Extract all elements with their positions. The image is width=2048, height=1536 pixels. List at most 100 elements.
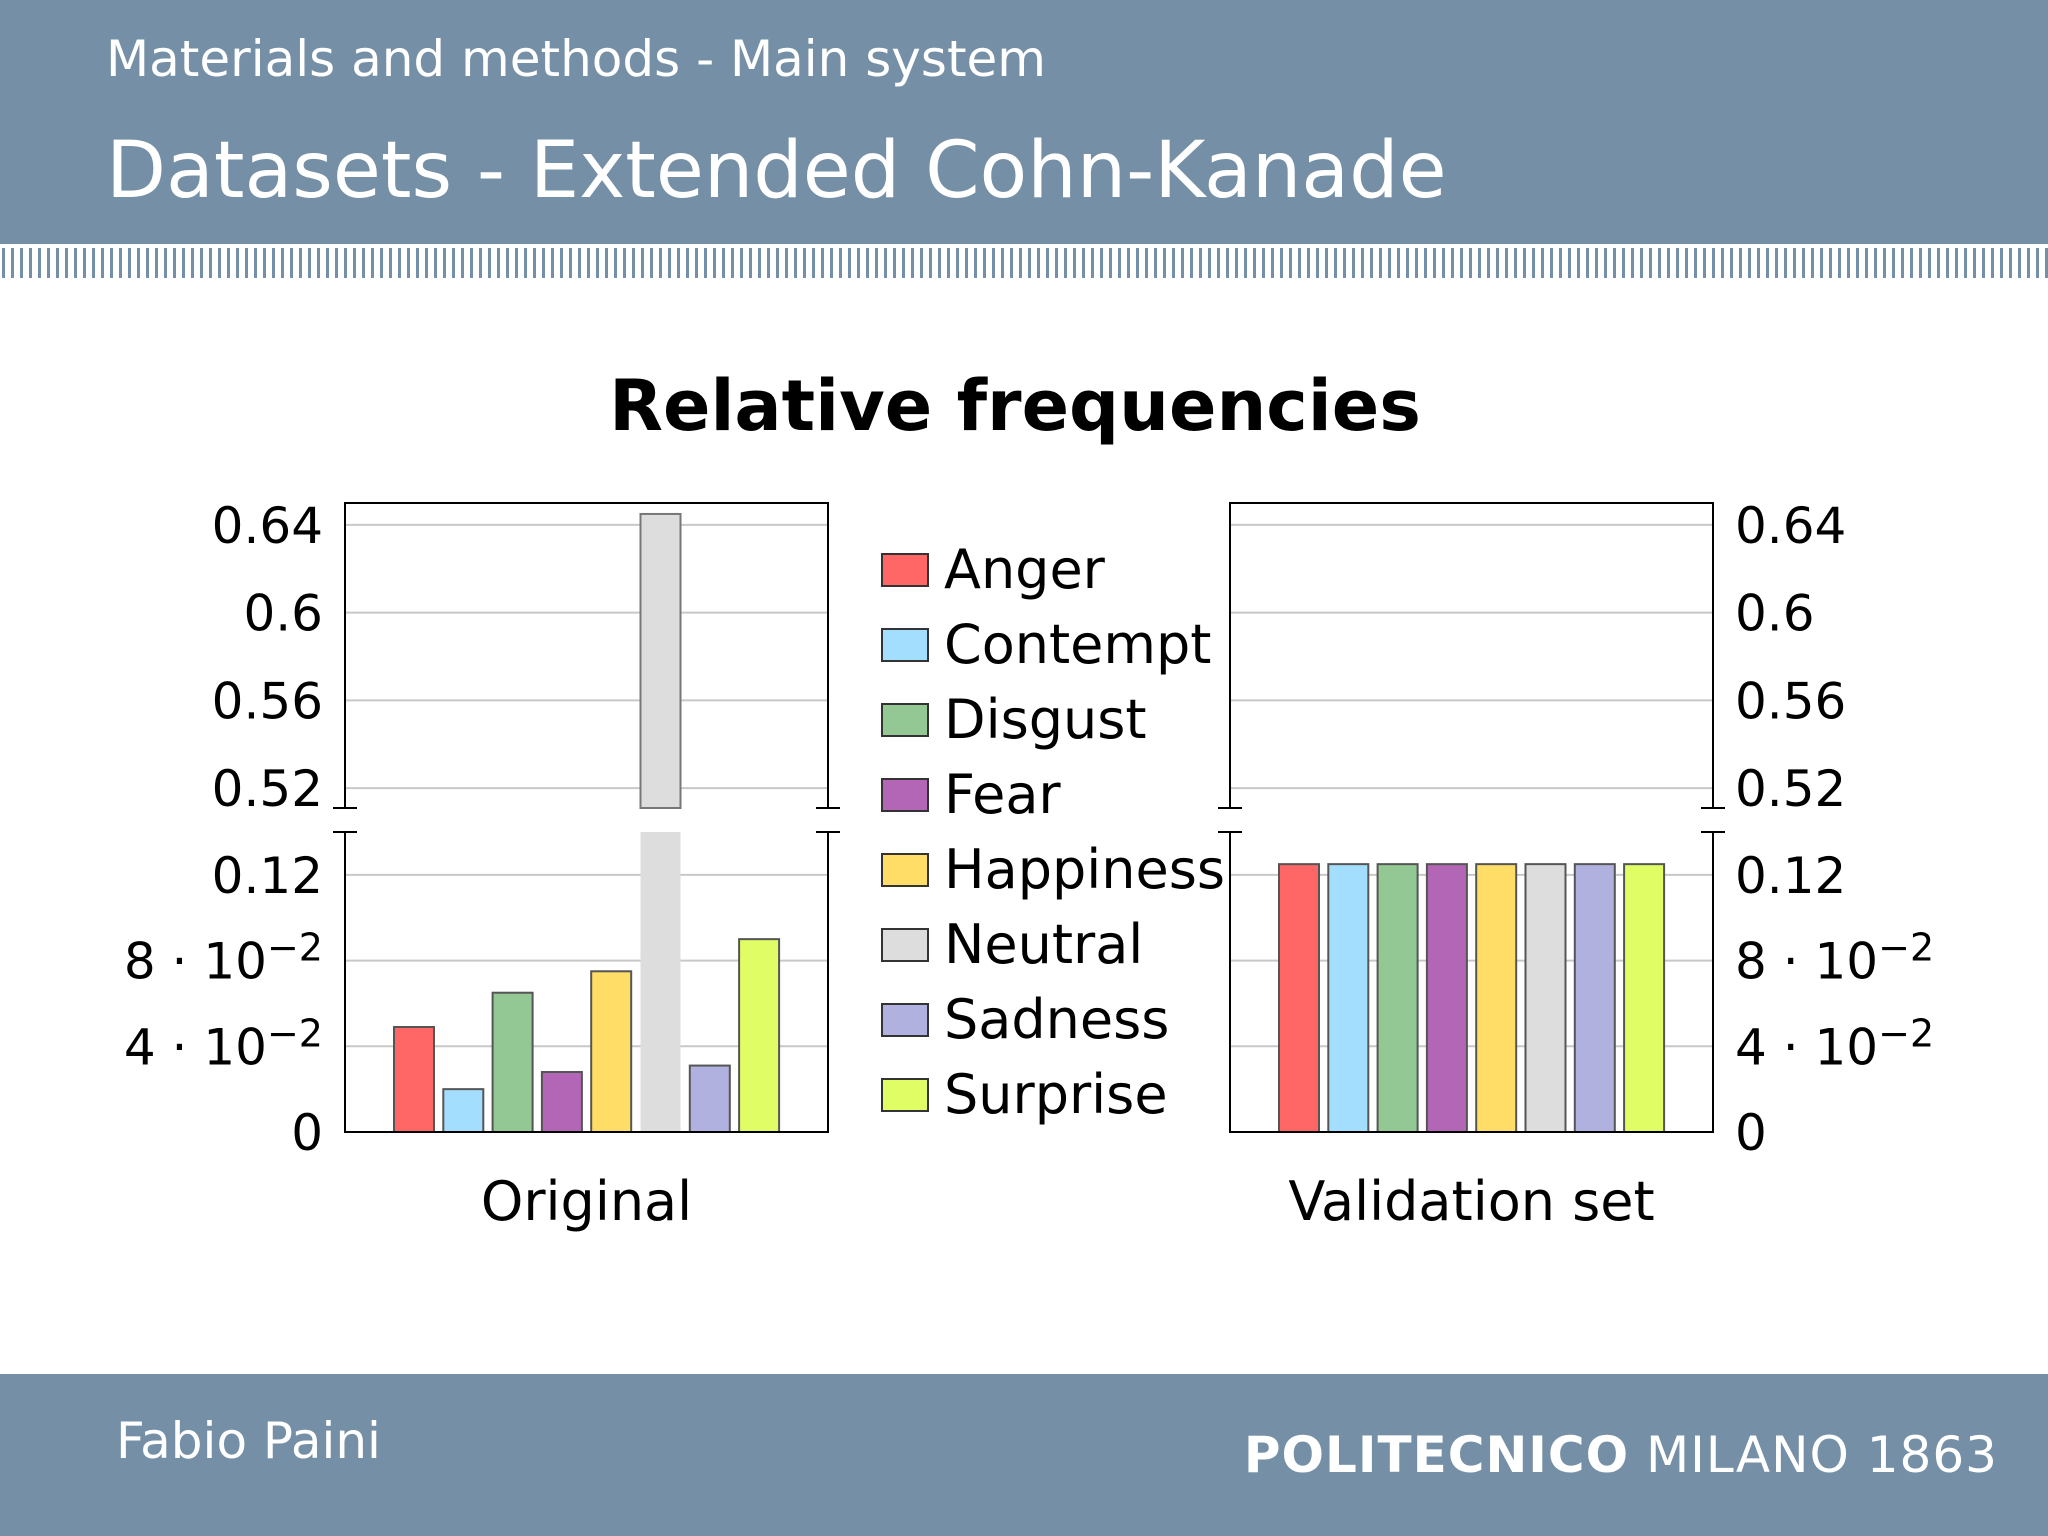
ruler-tick	[38, 248, 41, 278]
ruler-tick	[1784, 248, 1787, 278]
ruler-tick	[614, 248, 617, 278]
legend-swatch-contempt	[881, 628, 929, 662]
ruler-tick	[587, 248, 590, 278]
ruler-tick	[308, 248, 311, 278]
ruler-tick	[1568, 248, 1571, 278]
ruler-tick	[659, 248, 662, 278]
ruler-tick	[200, 248, 203, 278]
ruler-tick	[713, 248, 716, 278]
ruler-tick	[857, 248, 860, 278]
ruler-tick	[1532, 248, 1535, 278]
ruler-tick	[1730, 248, 1733, 278]
ruler-tick	[101, 248, 104, 278]
ruler-tick	[866, 248, 869, 278]
ruler-tick	[1847, 248, 1850, 278]
ruler-tick	[1505, 248, 1508, 278]
ruler-tick	[938, 248, 941, 278]
ruler-tick	[902, 248, 905, 278]
ruler-tick	[740, 248, 743, 278]
ruler-tick	[416, 248, 419, 278]
ruler-tick	[1451, 248, 1454, 278]
ruler-tick	[920, 248, 923, 278]
bar-happiness-validation-set	[1475, 863, 1518, 1134]
legend-label-neutral: Neutral	[944, 913, 1143, 976]
x-axis-label: Validation set	[1288, 1170, 1654, 1233]
ruler-tick	[1208, 248, 1211, 278]
ruler-tick	[1604, 248, 1607, 278]
ruler-tick	[1658, 248, 1661, 278]
ruler-tick	[785, 248, 788, 278]
legend-swatch-happiness	[881, 853, 929, 887]
ruler-tick	[1217, 248, 1220, 278]
ruler-tick	[2, 248, 5, 278]
legend: Anger Contempt Disgust Fear Happiness Neutral…	[881, 538, 1225, 1126]
ruler-tick	[1253, 248, 1256, 278]
ruler-tick	[776, 248, 779, 278]
ruler-tick	[254, 248, 257, 278]
ruler-tick	[956, 248, 959, 278]
slide-title: Datasets - Extended Cohn-Kanade	[106, 126, 1447, 216]
legend-swatch-fear	[881, 778, 929, 812]
ruler-tick	[335, 248, 338, 278]
ruler-tick	[1325, 248, 1328, 278]
ruler-tick	[1379, 248, 1382, 278]
ruler-tick	[362, 248, 365, 278]
ruler-tick	[515, 248, 518, 278]
legend-swatch-neutral	[881, 928, 929, 962]
ruler-tick	[1946, 248, 1949, 278]
ruler-tick	[1910, 248, 1913, 278]
ruler-tick	[1343, 248, 1346, 278]
author-name: Fabio Paini	[116, 1412, 381, 1470]
lower-frame	[1229, 832, 1714, 1133]
ruler-tick	[1721, 248, 1724, 278]
ruler-tick	[1055, 248, 1058, 278]
ruler-tick	[686, 248, 689, 278]
ruler-tick	[1388, 248, 1391, 278]
ruler-tick	[65, 248, 68, 278]
ruler-tick	[1919, 248, 1922, 278]
footer-band: Fabio Paini POLITECNICO MILANO 1863	[0, 1374, 2048, 1536]
ruler-tick	[965, 248, 968, 278]
ruler-tick	[1613, 248, 1616, 278]
ruler-tick	[641, 248, 644, 278]
ruler-tick	[1577, 248, 1580, 278]
ruler-tick	[767, 248, 770, 278]
ruler-tick	[1892, 248, 1895, 278]
ruler-tick	[1100, 248, 1103, 278]
bar-sadness-original	[688, 1064, 731, 1133]
ruler-tick	[92, 248, 95, 278]
ruler-tick	[110, 248, 113, 278]
institution-name-bold: POLITECNICO	[1243, 1426, 1630, 1484]
ruler-tick	[47, 248, 50, 278]
ruler-tick	[1280, 248, 1283, 278]
ruler-tick	[1334, 248, 1337, 278]
ruler-tick	[1865, 248, 1868, 278]
ruler-tick	[182, 248, 185, 278]
ruler-tick	[389, 248, 392, 278]
ruler-tick	[1028, 248, 1031, 278]
ruler-tick	[1676, 248, 1679, 278]
ruler-tick	[623, 248, 626, 278]
legend-swatch-anger	[881, 553, 929, 587]
ruler-tick	[1046, 248, 1049, 278]
bar-contempt-original	[442, 1088, 485, 1133]
ruler-tick	[371, 248, 374, 278]
ruler-tick	[1073, 248, 1076, 278]
ruler-tick	[929, 248, 932, 278]
header-band: Materials and methods - Main system Data…	[0, 0, 2048, 244]
ruler-tick	[1019, 248, 1022, 278]
ruler-tick	[677, 248, 680, 278]
ruler-tick	[470, 248, 473, 278]
ruler-tick	[1766, 248, 1769, 278]
ruler-tick	[839, 248, 842, 278]
ruler-tick	[1109, 248, 1112, 278]
ruler-tick	[1199, 248, 1202, 278]
ruler-tick	[452, 248, 455, 278]
upper-frame	[1229, 502, 1714, 808]
ruler-tick	[1622, 248, 1625, 278]
ruler-tick	[2045, 248, 2048, 278]
ruler-tick	[83, 248, 86, 278]
legend-label-happiness: Happiness	[944, 838, 1225, 901]
legend-label-contempt: Contempt	[944, 613, 1211, 676]
ruler-tick	[758, 248, 761, 278]
